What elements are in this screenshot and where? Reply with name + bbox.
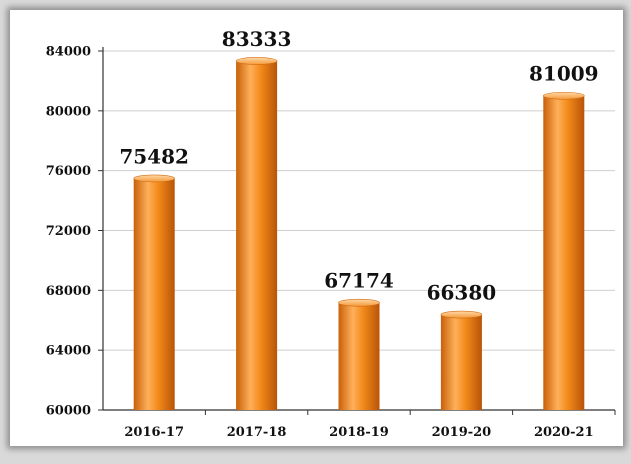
bar-cap [440,310,483,319]
y-tick-label: 76000 [46,164,91,179]
labels-layer: 60000 64000 68000 72000 76000 80000 84000 2016-… [46,27,599,440]
bar-chart: 60000 64000 68000 72000 76000 80000 84000 2016-… [46,27,616,440]
bar [338,302,380,410]
bar-cap [235,57,278,65]
data-label: 67174 [324,269,394,293]
y-tick-label: 84000 [46,45,91,60]
y-tick-label: 64000 [46,344,91,359]
bar [133,178,175,410]
chart-frame: 60000 64000 68000 72000 76000 80000 84000 2016-… [10,10,623,446]
bar [236,60,278,411]
y-tick-label: 72000 [46,224,91,239]
bar-cap [133,174,175,183]
y-tick-label: 60000 [46,404,91,419]
data-label: 83333 [222,27,292,51]
data-label: 81009 [529,62,599,86]
x-tick-label: 2017-18 [227,425,287,440]
bar-cap [542,91,585,100]
x-tick-label: 2016-17 [124,425,184,440]
y-tick-label: 68000 [46,284,91,299]
bars-layer [133,57,585,411]
bar [440,314,482,410]
data-label: 75482 [119,144,189,168]
x-tick-label: 2019-20 [432,425,492,440]
grid-layer [98,47,616,415]
y-tick-label: 80000 [46,104,91,119]
bar-cap [338,298,380,307]
x-tick-label: 2020-21 [534,425,594,440]
data-label: 66380 [427,281,497,305]
x-tick-label: 2018-19 [329,425,389,440]
bar [543,95,585,411]
